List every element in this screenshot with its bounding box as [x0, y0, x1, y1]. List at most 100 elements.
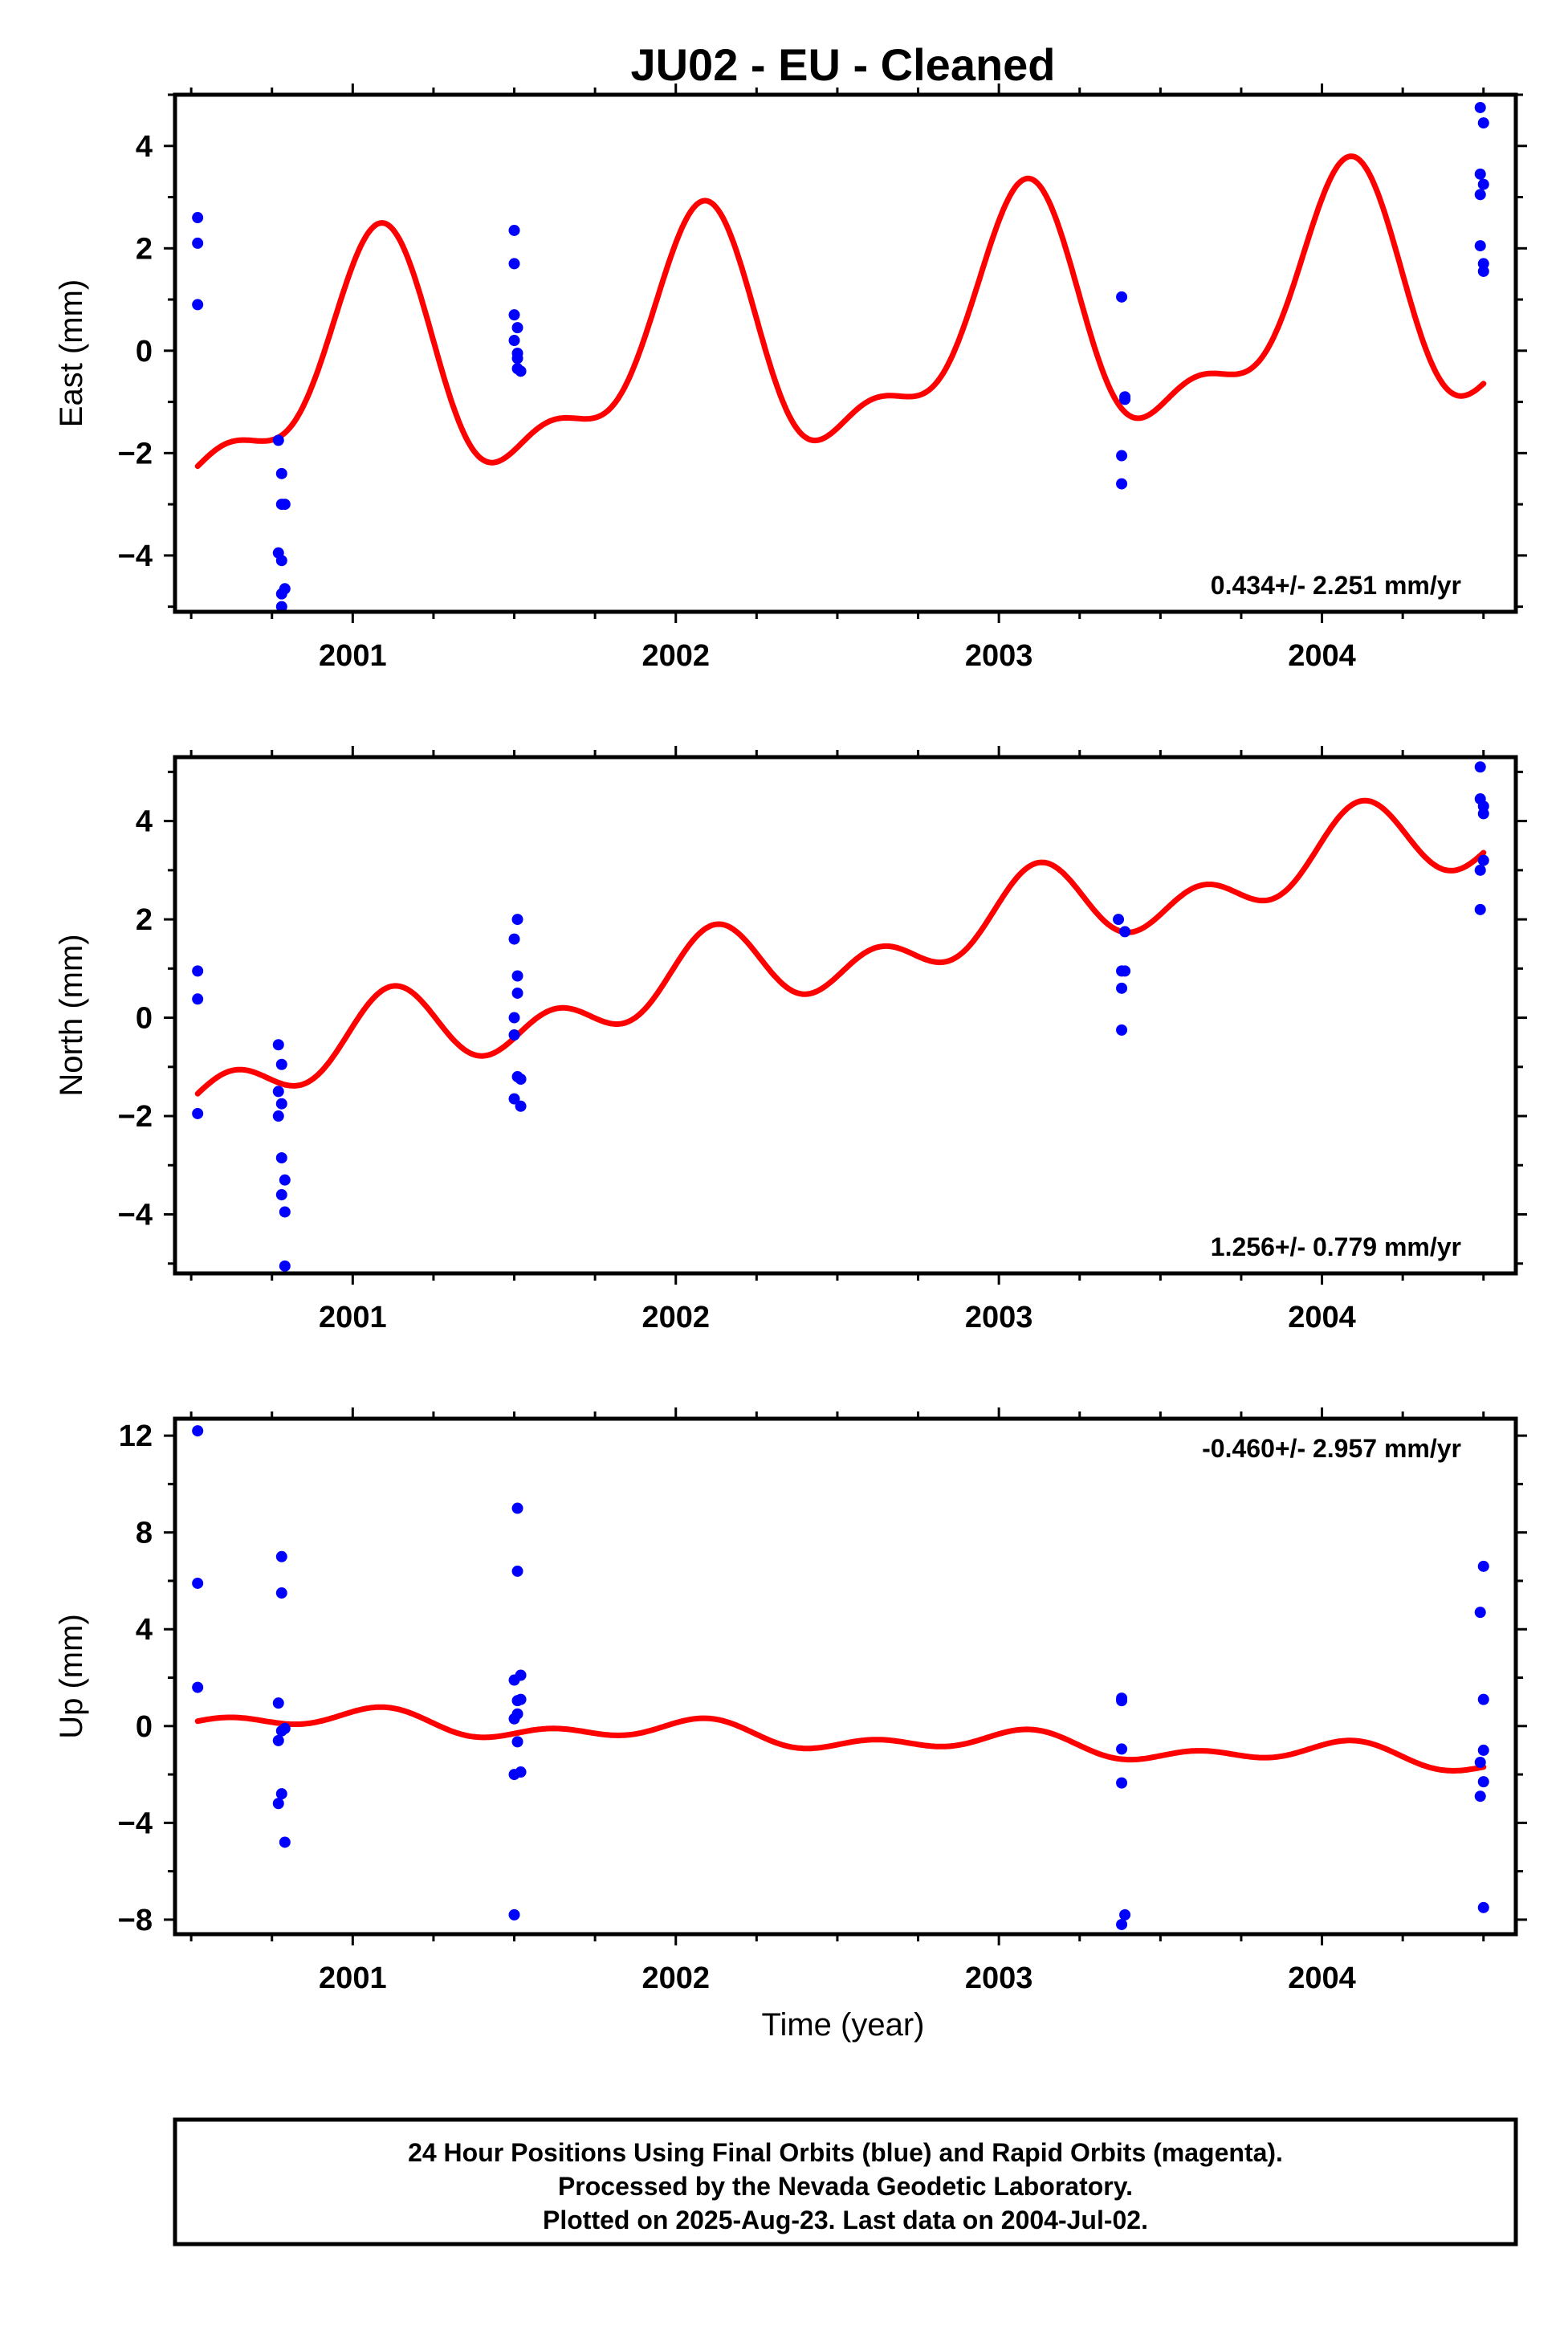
north-y-tick-label: 2	[136, 903, 153, 937]
east-y-tick-label: 2	[136, 232, 153, 266]
up-data-point	[1116, 1743, 1128, 1755]
east-x-tick-label: 2002	[641, 639, 710, 673]
north-y-tick-label: −2	[118, 1100, 153, 1134]
up-rate-label: -0.460+/- 2.957 mm/yr	[1202, 1434, 1461, 1463]
east-data-point	[1477, 178, 1489, 190]
north-data-point	[1119, 965, 1131, 977]
up-y-tick-label: −4	[118, 1807, 153, 1840]
up-data-point	[1116, 1777, 1128, 1789]
east-data-point	[192, 212, 204, 224]
up-data-point	[511, 1736, 523, 1748]
east-data-point	[275, 601, 287, 613]
east-x-tick-label: 2001	[319, 639, 387, 673]
east-data-point	[272, 434, 284, 446]
north-data-point	[1474, 903, 1486, 915]
east-data-point	[275, 588, 287, 600]
north-data-point	[192, 993, 204, 1005]
up-data-point	[1477, 1693, 1489, 1705]
up-data-point	[272, 1798, 284, 1810]
up-data-point	[1477, 1901, 1489, 1913]
up-data-point	[192, 1577, 204, 1589]
east-data-point	[1477, 265, 1489, 277]
east-y-tick-label: −4	[118, 540, 153, 573]
north-data-point	[1477, 808, 1489, 820]
up-data-point	[272, 1697, 284, 1709]
up-y-tick-label: 0	[136, 1710, 153, 1744]
up-data-point	[1477, 1776, 1489, 1788]
up-model-curve	[194, 1704, 1487, 1774]
north-x-tick-label: 2003	[965, 1301, 1033, 1334]
north-data-point	[1119, 926, 1131, 938]
east-data-point	[508, 258, 520, 270]
footer-box: 24 Hour Positions Using Final Orbits (bl…	[173, 2117, 1518, 2246]
east-panel: 2001 2002 2003 2004 −4 −2 0 2 4 East (mm) 0.434+/-…	[54, 84, 1527, 673]
north-x-tick-label: 2001	[319, 1301, 387, 1334]
up-x-tick-label: 2002	[641, 1961, 710, 1995]
north-model-curve	[194, 797, 1487, 1097]
north-x-tick-label: 2004	[1288, 1301, 1356, 1334]
up-data-point	[1477, 1560, 1489, 1572]
east-rate-label: 0.434+/- 2.251 mm/yr	[1211, 571, 1461, 600]
east-data-point	[1116, 291, 1128, 303]
north-data-point	[1474, 864, 1486, 876]
up-data-point	[1474, 1757, 1486, 1768]
up-data-point	[511, 1695, 523, 1707]
up-data-point	[272, 1734, 284, 1746]
up-data-point	[508, 1908, 520, 1921]
east-data-point	[1116, 478, 1128, 490]
up-data-point	[1474, 1607, 1486, 1619]
north-data-point	[508, 933, 520, 945]
north-data-point	[515, 1073, 527, 1086]
north-data-point	[508, 1012, 520, 1024]
north-data-point	[1113, 914, 1125, 926]
north-data-point	[275, 1152, 287, 1164]
footer-line-1: 24 Hour Positions Using Final Orbits (bl…	[408, 2138, 1283, 2167]
up-x-tick-label: 2003	[965, 1961, 1033, 1995]
north-panel: 2001 2002 2003 2004 −4 −2 0 2 4 North (mm) 1.256+/…	[54, 746, 1527, 1334]
up-data-point	[1477, 1744, 1489, 1756]
north-data-point	[279, 1174, 291, 1186]
north-data-point	[272, 1110, 284, 1122]
footer-line-2: Processed by the Nevada Geodetic Laborat…	[558, 2172, 1133, 2201]
east-data-point	[508, 335, 520, 347]
north-data-point	[279, 1206, 291, 1218]
east-data-point	[1474, 189, 1486, 201]
east-data-point	[275, 555, 287, 567]
up-data-point	[1116, 1695, 1128, 1707]
chart-title: JU02 - EU - Cleaned	[630, 39, 1055, 90]
north-y-axis-label: North (mm)	[54, 934, 89, 1096]
north-data-point	[272, 1086, 284, 1098]
east-data-point	[1477, 117, 1489, 129]
up-plot-frame	[173, 1416, 1518, 1937]
east-data-point	[1119, 393, 1131, 405]
east-data-point	[511, 352, 523, 365]
up-data-point	[275, 1788, 287, 1800]
north-data-point	[508, 1093, 520, 1105]
east-plot-frame	[173, 92, 1518, 614]
north-data-point	[511, 987, 523, 999]
up-data-point	[511, 1565, 523, 1577]
east-y-tick-label: 0	[136, 335, 153, 369]
east-data-point	[1474, 240, 1486, 252]
north-data-point	[508, 1029, 520, 1041]
east-data-point	[508, 224, 520, 236]
up-data-point	[279, 1836, 291, 1848]
up-y-axis-label: Up (mm)	[54, 1614, 89, 1739]
east-x-tick-label: 2003	[965, 639, 1033, 673]
east-data-point	[192, 299, 204, 311]
up-data-point	[192, 1425, 204, 1437]
north-data-point	[1116, 982, 1128, 994]
up-data-point	[192, 1681, 204, 1693]
east-data-point	[1474, 168, 1486, 180]
up-data-point	[508, 1674, 520, 1686]
up-data-point	[511, 1502, 523, 1514]
north-y-tick-label: −4	[118, 1199, 153, 1232]
north-data-point	[272, 1039, 284, 1051]
east-data-point	[1474, 101, 1486, 113]
up-data-point	[275, 1725, 287, 1737]
up-data-point	[1119, 1908, 1131, 1921]
east-data-point	[511, 322, 523, 334]
north-data-point	[275, 1098, 287, 1110]
up-y-tick-label: 8	[136, 1517, 153, 1550]
east-data-point	[1477, 258, 1489, 270]
